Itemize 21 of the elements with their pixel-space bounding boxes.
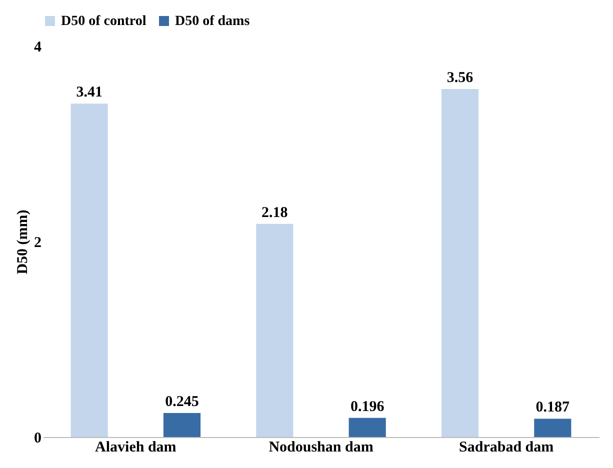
y-axis-title: D50 (mm) — [15, 210, 31, 274]
y-tick-label: 4 — [34, 40, 42, 56]
bar — [256, 224, 294, 437]
bar — [441, 89, 479, 437]
y-tick-label: 2 — [34, 235, 42, 251]
x-tick-label: Sadrabad dam — [459, 440, 554, 456]
bar — [163, 413, 201, 437]
data-label: 0.196 — [350, 398, 385, 415]
data-label: 3.56 — [446, 70, 474, 86]
bar — [348, 418, 386, 437]
data-label: 3.41 — [76, 84, 102, 101]
data-label: 0.245 — [165, 394, 199, 410]
bar — [70, 104, 108, 437]
x-tick-label: Alavieh dam — [95, 440, 177, 456]
legend-label: D50 of control — [61, 14, 146, 29]
x-tick-label: Nodoushan dam — [268, 440, 374, 456]
legend-label: D50 of dams — [175, 14, 250, 29]
y-tick-label: 0 — [34, 430, 42, 446]
data-label: 0.187 — [536, 400, 570, 416]
data-label: 2.18 — [262, 204, 288, 221]
bar — [534, 418, 572, 437]
